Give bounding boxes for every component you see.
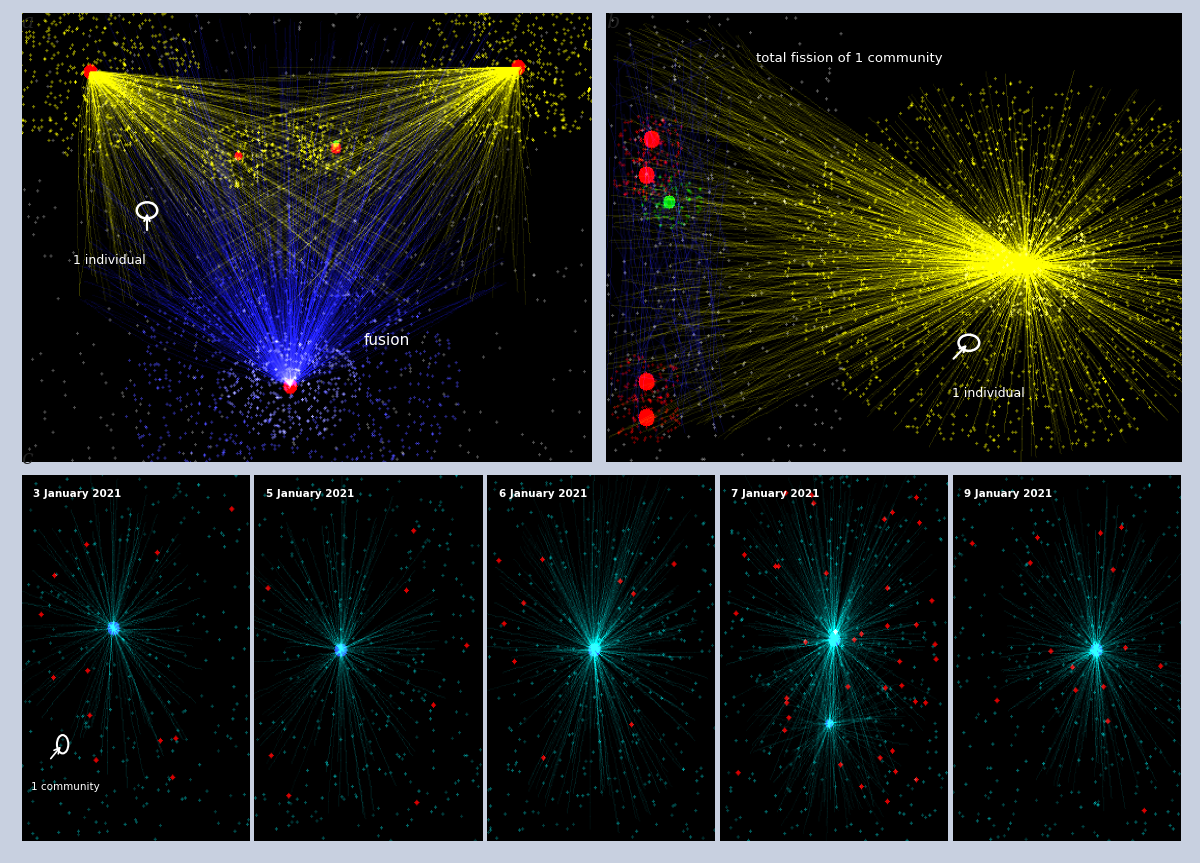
Text: 9 January 2021: 9 January 2021 [965, 488, 1052, 499]
Text: 6 January 2021: 6 January 2021 [499, 488, 587, 499]
Text: 1 individual: 1 individual [952, 387, 1025, 400]
Text: c: c [22, 450, 34, 469]
Text: a: a [22, 13, 34, 32]
Text: fusion: fusion [364, 333, 410, 348]
Text: b: b [606, 13, 619, 32]
Text: 7 January 2021: 7 January 2021 [732, 488, 820, 499]
Text: 1 community: 1 community [31, 782, 100, 792]
Text: total fission of 1 community: total fission of 1 community [756, 53, 942, 66]
Text: 5 January 2021: 5 January 2021 [266, 488, 354, 499]
Text: 3 January 2021: 3 January 2021 [34, 488, 121, 499]
Text: 1 individual: 1 individual [73, 255, 145, 268]
